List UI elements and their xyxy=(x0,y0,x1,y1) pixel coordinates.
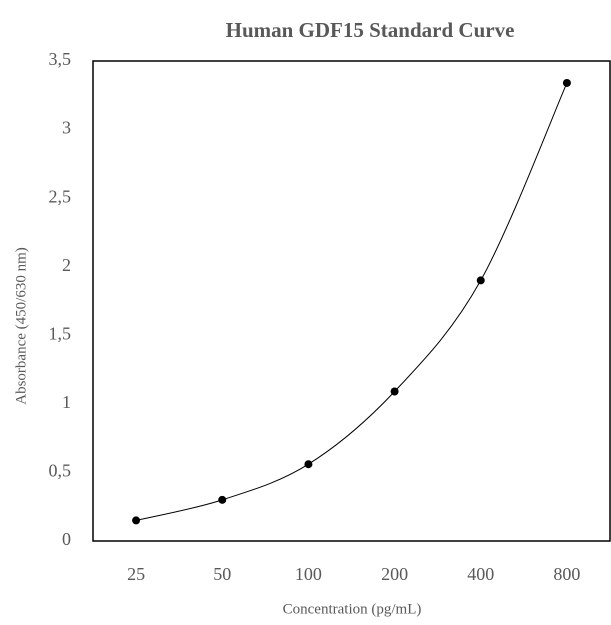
x-axis-label: Concentration (pg/mL) xyxy=(283,601,422,617)
y-axis-label: Absorbance (450/630 nm) xyxy=(13,247,29,404)
y-tick-label: 2,5 xyxy=(49,186,72,206)
y-tick-label: 1 xyxy=(62,392,71,412)
data-point xyxy=(390,387,399,396)
x-tick-label: 200 xyxy=(381,564,408,584)
y-tick-label: 3,5 xyxy=(49,49,72,69)
data-point xyxy=(218,495,227,504)
chart-title: Human GDF15 Standard Curve xyxy=(226,18,515,42)
x-tick-label: 100 xyxy=(295,564,322,584)
y-tick-label: 1,5 xyxy=(49,323,72,343)
y-tick-label: 3 xyxy=(62,118,71,138)
y-tick-label: 2 xyxy=(62,255,71,275)
x-tick-label: 50 xyxy=(213,564,231,584)
curve xyxy=(135,82,568,521)
y-tick-label: 0,5 xyxy=(49,461,72,481)
data-point xyxy=(476,276,485,285)
data-point xyxy=(132,516,141,525)
x-tick-label: 400 xyxy=(467,564,494,584)
data-point xyxy=(562,78,571,87)
plot-frame xyxy=(92,60,611,542)
x-tick-label: 25 xyxy=(127,564,145,584)
x-tick-label: 800 xyxy=(553,564,580,584)
y-tick-label: 0 xyxy=(62,529,71,549)
data-point xyxy=(304,460,313,469)
